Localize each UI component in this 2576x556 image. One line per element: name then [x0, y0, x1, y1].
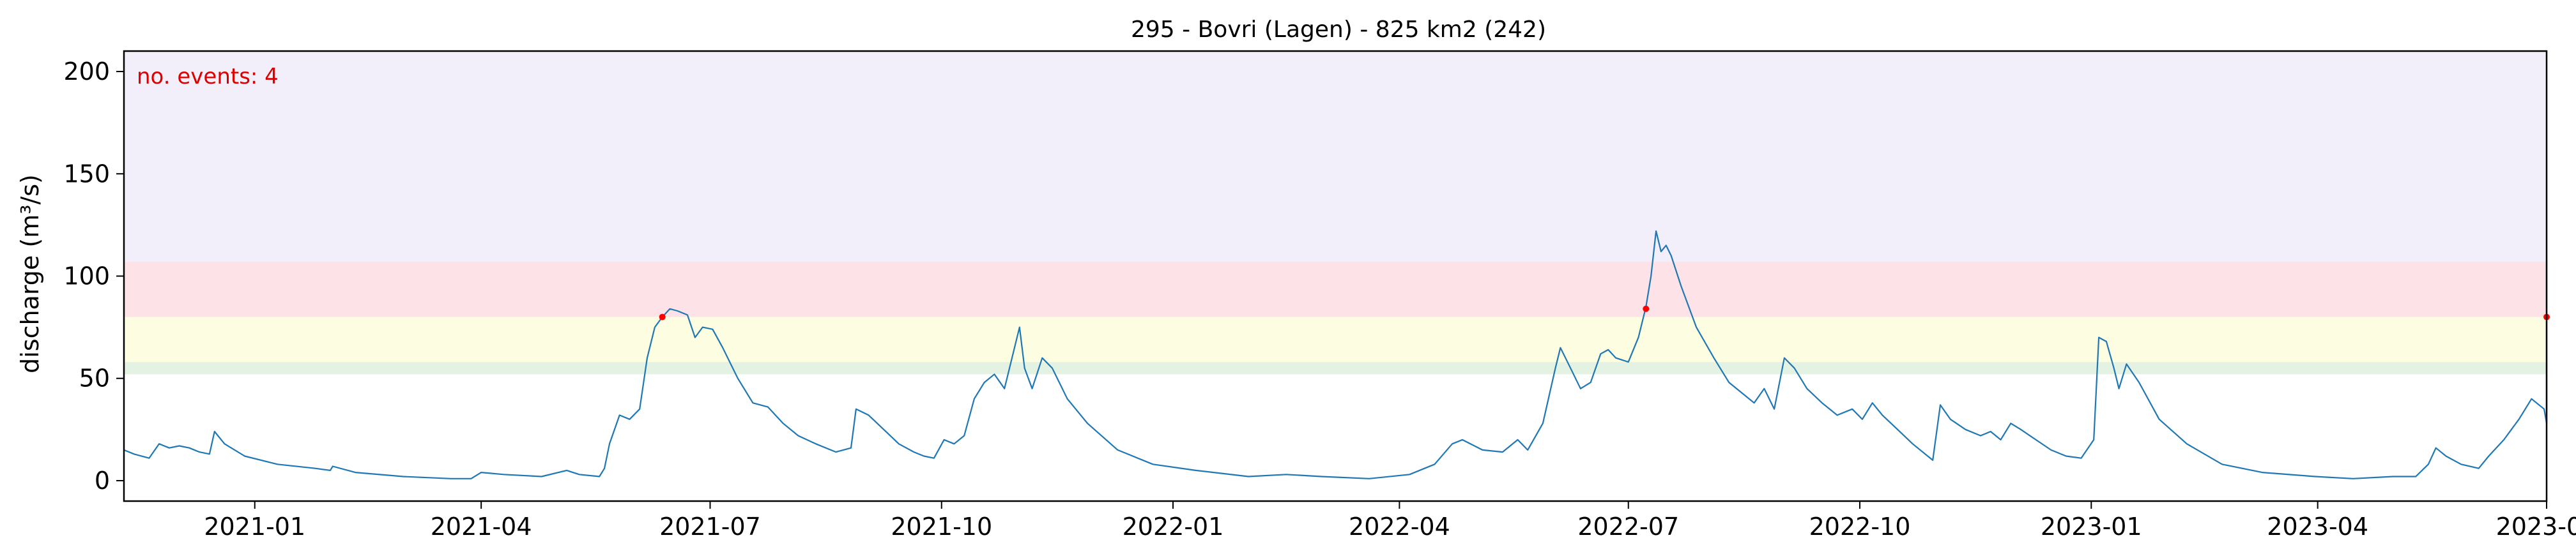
plot-frame: [123, 50, 2548, 502]
x-tick-label: 2021-07: [659, 513, 761, 541]
x-tick-label: 2021-01: [204, 513, 305, 541]
y-axis-ticks: 0 50 100 150 200: [63, 57, 124, 495]
threshold-band-1: [124, 317, 2547, 363]
y-tick-label: 150: [63, 160, 110, 188]
x-tick-label: 2022-07: [1577, 513, 1679, 541]
event-marker-0: [659, 313, 666, 320]
x-tick-label: 2022-10: [1809, 513, 1911, 541]
x-tick-label: 2023-07: [2496, 513, 2576, 541]
y-axis-label: discharge (m³/s): [16, 174, 44, 373]
x-axis-ticks: 2021-01 2021-04 2021-07 2021-10 2022-01 2022-…: [204, 501, 2576, 541]
x-tick-label: 2022-01: [1123, 513, 1224, 541]
events-count-annotation: no. events: 4: [137, 64, 279, 89]
y-tick-label: 50: [79, 364, 110, 393]
y-tick-label: 100: [63, 262, 110, 290]
x-tick-label: 2023-04: [2267, 513, 2368, 541]
x-tick-label: 2021-10: [891, 513, 992, 541]
threshold-band-0: [124, 362, 2547, 375]
threshold-band-3: [124, 51, 2547, 262]
event-marker-1: [1643, 305, 1650, 312]
y-tick-label: 0: [95, 467, 110, 495]
chart-title: 295 - Bovri (Lagen) - 825 km2 (242): [1131, 17, 1546, 43]
series-line-group: [123, 230, 2548, 479]
x-tick-label: 2023-01: [2041, 513, 2142, 541]
threshold-band-2: [124, 262, 2547, 317]
x-tick-label: 2022-04: [1349, 513, 1450, 541]
series-line-0: [123, 230, 2548, 479]
x-tick-label: 2021-04: [431, 513, 532, 541]
threshold-bands: [124, 51, 2547, 375]
y-tick-label: 200: [63, 57, 110, 86]
